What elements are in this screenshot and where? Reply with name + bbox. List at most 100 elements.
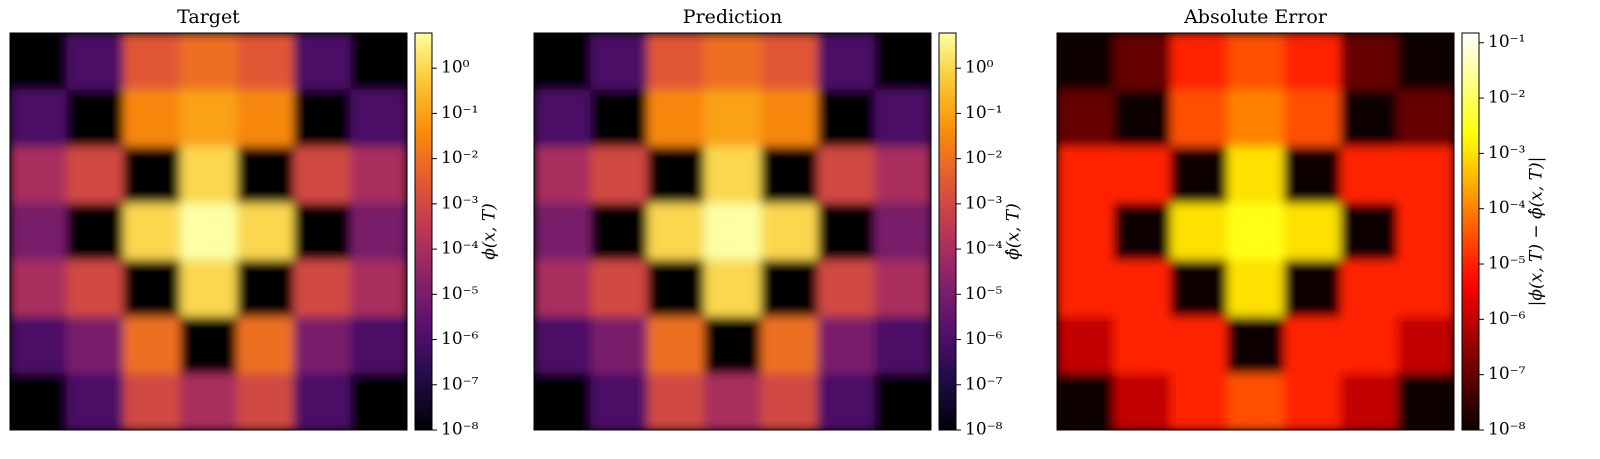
colorbar-tick-label: 10⁻⁷	[441, 374, 479, 394]
heatmap-cell	[817, 89, 875, 147]
heatmap-cell	[236, 33, 295, 91]
heatmap-cell	[1227, 33, 1285, 91]
heatmap-cell	[1340, 146, 1398, 204]
heatmap-cell	[534, 259, 592, 318]
heatmap-cell	[1340, 89, 1398, 147]
heatmap-cell	[1170, 89, 1228, 147]
heatmap-cell	[66, 146, 124, 204]
heatmap-cell	[1057, 146, 1115, 204]
heatmap-cell	[1283, 259, 1342, 318]
heatmap-cell	[66, 89, 124, 147]
colorbar-tick-label: 10⁰	[441, 58, 470, 78]
heatmap-cell	[704, 203, 762, 261]
heatmap-cell	[874, 203, 931, 261]
colorbar-tick-label: 10⁻⁵	[965, 284, 1003, 304]
heatmap-cell	[817, 373, 875, 430]
heatmap-cell	[10, 146, 68, 204]
heatmap-cell	[874, 89, 931, 147]
heatmap-cell	[1340, 373, 1398, 430]
heatmap-cell	[1283, 373, 1342, 430]
heatmap-cell	[123, 203, 181, 261]
heatmap-cell	[1057, 33, 1115, 91]
heatmap-cell	[293, 373, 351, 430]
colorbar-tick-label: 10⁻³	[441, 193, 478, 213]
heatmap-cell	[180, 259, 238, 318]
heatmap-cells	[534, 33, 931, 430]
colorbar-tick-label: 10⁻⁶	[1488, 309, 1526, 329]
heatmap-cell	[760, 373, 819, 430]
heatmap-cell	[1057, 373, 1115, 430]
heatmap-cell	[293, 316, 351, 374]
heatmap-cell	[293, 33, 351, 91]
heatmap-cell	[10, 89, 68, 147]
heatmap-cell	[704, 89, 762, 147]
heatmap-cell	[66, 373, 124, 430]
heatmap-cell	[534, 373, 592, 430]
heatmap-cell	[590, 203, 648, 261]
heatmap-cell	[1397, 316, 1454, 374]
heatmap-cell	[350, 33, 407, 91]
heatmap-cell	[1113, 89, 1171, 147]
heatmap-cell	[10, 373, 68, 430]
heatmap-cell	[66, 259, 124, 318]
colorbar-tick-label: 10⁻²	[965, 148, 1002, 168]
heatmap-cell	[760, 316, 819, 374]
heatmap-cell	[1397, 259, 1454, 318]
heatmap-cell	[817, 316, 875, 374]
panel-title: Prediction	[683, 6, 782, 28]
heatmap-cell	[1397, 33, 1454, 91]
heatmap-cell	[1340, 316, 1398, 374]
heatmap-cell	[874, 259, 931, 318]
heatmap-cell	[180, 33, 238, 91]
heatmap-cell	[704, 146, 762, 204]
heatmap-cell	[180, 203, 238, 261]
colorbar-tick-label: 10⁻⁸	[1488, 420, 1526, 440]
heatmap-cell	[647, 89, 705, 147]
colorbar-tick-label: 10⁻⁴	[1488, 198, 1526, 218]
heatmap-cell	[874, 146, 931, 204]
heatmap-cell	[180, 89, 238, 147]
colorbar-label: ϕ(x, T)	[480, 203, 500, 260]
heatmap-cell	[123, 89, 181, 147]
heatmap	[534, 33, 931, 430]
heatmap-cell	[1283, 203, 1342, 261]
heatmap-cell	[236, 89, 295, 147]
panel-title: Target	[177, 6, 240, 28]
heatmap-cell	[590, 259, 648, 318]
heatmap-cell	[350, 203, 407, 261]
heatmap-cell	[760, 146, 819, 204]
heatmap-cell	[123, 259, 181, 318]
heatmap-cell	[1340, 203, 1398, 261]
heatmap-cell	[590, 146, 648, 204]
panel-frame	[9, 32, 408, 431]
colorbar-tick-label: 10⁻⁵	[1488, 254, 1526, 274]
heatmap-cell	[647, 33, 705, 91]
heatmap-cell	[704, 316, 762, 374]
heatmap-cell	[1113, 146, 1171, 204]
heatmap-cell	[236, 203, 295, 261]
colorbar-tick-label: 10⁻²	[1488, 88, 1525, 108]
heatmap-cell	[874, 373, 931, 430]
heatmap-cell	[180, 316, 238, 374]
heatmap-cell	[236, 259, 295, 318]
colorbar	[414, 32, 433, 431]
heatmap-cell	[1397, 203, 1454, 261]
heatmap-cell	[647, 259, 705, 318]
heatmap-cell	[647, 373, 705, 430]
heatmap-cell	[590, 316, 648, 374]
heatmap-cell	[590, 373, 648, 430]
colorbar-label: |ϕ(x, T) − ϕ̂(x, T)|	[1527, 157, 1547, 307]
heatmap-cell	[1283, 89, 1342, 147]
heatmap-cell	[647, 203, 705, 261]
heatmap-cell	[1397, 373, 1454, 430]
heatmap-cell	[817, 259, 875, 318]
colorbar-tick-label: 10⁻⁸	[441, 420, 479, 440]
heatmap-cell	[350, 259, 407, 318]
heatmap-cell	[1227, 146, 1285, 204]
heatmap-cell	[874, 33, 931, 91]
colorbar-tick-label: 10⁻⁵	[441, 284, 479, 304]
heatmap-cell	[236, 316, 295, 374]
heatmap-cell	[1340, 259, 1398, 318]
heatmap-cells	[1057, 33, 1454, 430]
heatmap-cell	[236, 373, 295, 430]
